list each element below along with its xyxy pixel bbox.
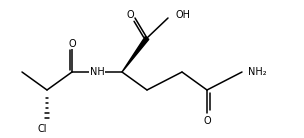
Text: NH₂: NH₂ [248,67,267,77]
Text: NH: NH [90,67,104,77]
Text: O: O [126,10,134,20]
Text: O: O [203,116,211,126]
Text: Cl: Cl [37,124,47,134]
Polygon shape [122,37,149,72]
Text: OH: OH [175,10,190,20]
Text: O: O [68,39,76,49]
